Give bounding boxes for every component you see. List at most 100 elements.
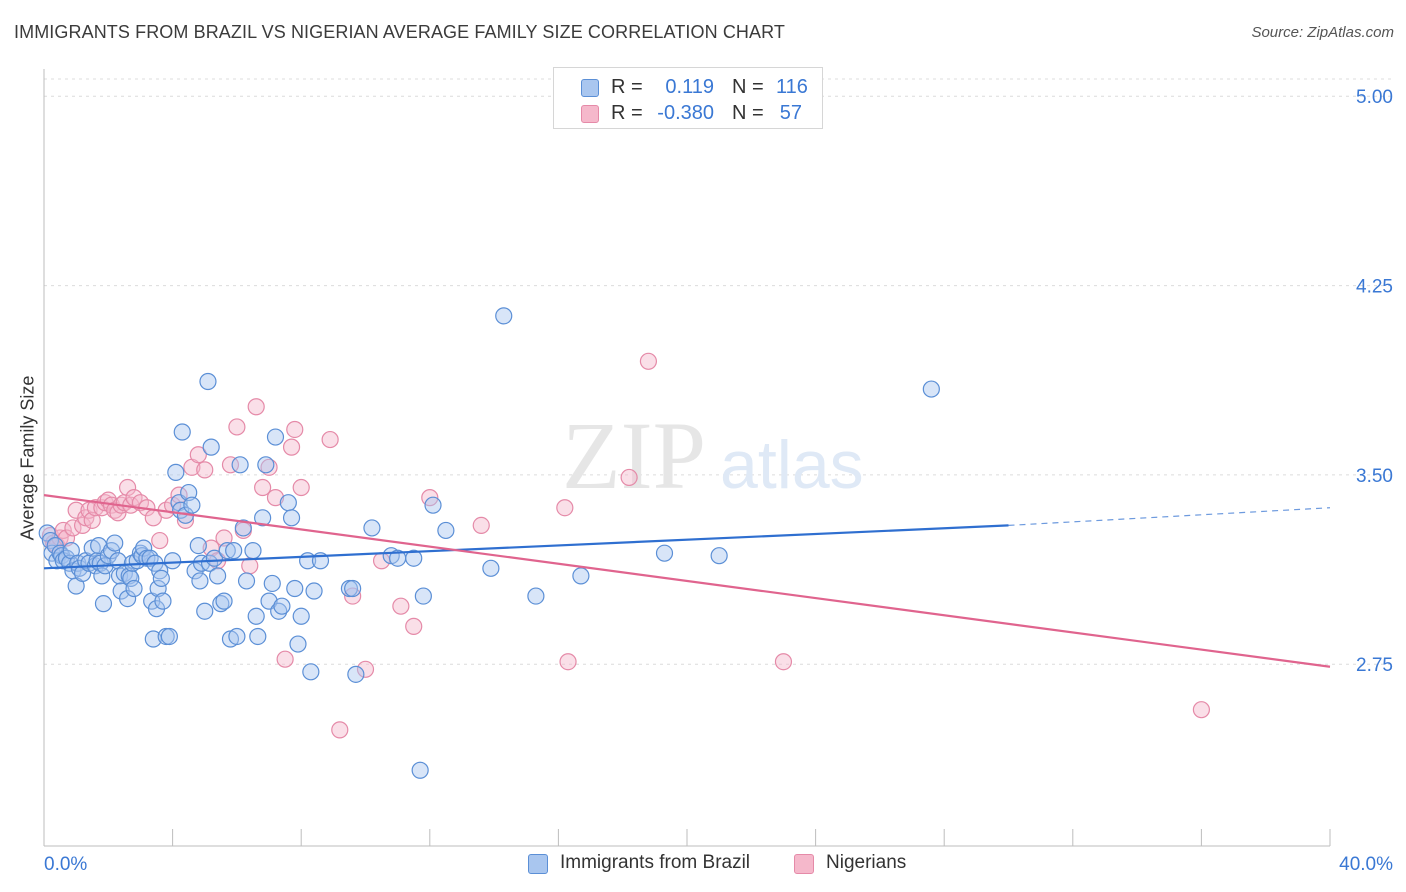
brazil-trend-extension [1008, 507, 1331, 526]
brazil-r-label: R = [611, 76, 643, 98]
y-tick-label: 5.00 [1356, 87, 1393, 108]
brazil-point [249, 627, 267, 646]
nigeria-point [556, 499, 574, 517]
bottom-nigeria-swatch [794, 854, 814, 874]
brazil-point [180, 483, 198, 502]
brazil-point [414, 587, 432, 605]
brazil-point [437, 521, 455, 540]
watermark: ZIP atlas [562, 402, 864, 509]
y-tick-label: 3.50 [1356, 466, 1393, 487]
brazil-point [183, 496, 201, 514]
nigeria-point [321, 430, 339, 449]
brazil-point [527, 587, 545, 605]
nigeria-point [405, 617, 423, 635]
nigeria-point [774, 653, 793, 671]
brazil-point [149, 579, 167, 598]
brazil-point [212, 595, 230, 613]
brazil-point [154, 592, 172, 610]
brazil-swatch [581, 79, 599, 97]
nigeria-point [196, 461, 214, 479]
brazil-point [73, 564, 92, 582]
brazil-point [411, 761, 429, 779]
brazil-point [202, 438, 220, 456]
brazil-point [141, 549, 159, 567]
brazil-point [302, 663, 320, 681]
brazil-point [228, 627, 246, 646]
brazil-point [199, 372, 217, 391]
nigeria-point [392, 597, 410, 615]
nigeria-r-value: -0.380 [657, 102, 714, 124]
brazil-point [279, 494, 297, 512]
watermark-zip: ZIP [562, 402, 706, 509]
brazil-point [215, 592, 233, 610]
legend-row-brazil: R = 0.119 N = 116 [554, 75, 822, 101]
brazil-point [347, 665, 365, 683]
brazil-point [282, 509, 301, 527]
brazil-point [572, 567, 590, 585]
nigeria-point [64, 519, 82, 537]
correlation-legend: R = 0.119 N = 116 R = -0.380 N = 57 [553, 67, 823, 129]
x-tick-label-min: 0.0% [44, 854, 87, 875]
x-tick-label-max: 40.0% [1339, 854, 1393, 875]
brazil-n-label: N = [732, 76, 764, 98]
brazil-point [270, 602, 288, 620]
bottom-nigeria-label: Nigerians [826, 852, 907, 873]
bottom-brazil-label: Immigrants from Brazil [560, 852, 751, 873]
nigeria-point [176, 511, 195, 529]
brazil-point [125, 579, 143, 598]
nigeria-n-value: 57 [779, 102, 802, 124]
nigeria-point [83, 511, 101, 529]
brazil-point [344, 579, 362, 598]
brazil-point [234, 519, 252, 537]
nigeria-trend-line [43, 494, 1331, 668]
nigeria-point [639, 352, 658, 370]
brazil-point [135, 539, 153, 557]
brazil-points [38, 307, 940, 779]
nigeria-point [266, 489, 285, 507]
brazil-point [405, 549, 423, 567]
brazil-point [237, 572, 256, 590]
legend-row-nigeria: R = -0.380 N = 57 [554, 101, 822, 127]
brazil-point [205, 549, 223, 567]
brazil-point [710, 547, 728, 565]
y-axis-label: Average Family Size [17, 375, 38, 541]
brazil-point [231, 456, 249, 474]
brazil-point [244, 542, 262, 560]
nigeria-point [254, 478, 272, 497]
nigeria-point [356, 660, 375, 678]
nigeria-point [559, 653, 577, 671]
brazil-point [164, 552, 182, 570]
brazil-point [482, 559, 500, 577]
brazil-point [218, 542, 236, 560]
brazil-point [273, 597, 291, 615]
brazil-point [363, 519, 381, 537]
brazil-point [495, 307, 513, 325]
nigeria-n-label: N = [732, 102, 764, 124]
brazil-point [257, 456, 275, 474]
nigeria-point [247, 398, 265, 416]
brazil-point [93, 567, 111, 585]
brazil-point [200, 554, 219, 572]
y-tick-label: 2.75 [1356, 655, 1393, 676]
brazil-point [247, 607, 265, 625]
nigeria-point [292, 478, 310, 497]
source-label: Source: ZipAtlas.com [1251, 24, 1394, 41]
nigeria-point [151, 531, 169, 550]
trend-lines [43, 494, 1331, 668]
brazil-n-value: 116 [776, 76, 808, 98]
brazil-point [292, 607, 310, 625]
brazil-point [305, 582, 323, 600]
brazil-point [122, 569, 140, 588]
brazil-point [191, 572, 209, 590]
brazil-point [173, 423, 191, 441]
nigeria-swatch [581, 105, 599, 123]
brazil-point [209, 567, 227, 585]
watermark-atlas: atlas [720, 427, 864, 503]
axes [43, 69, 1331, 847]
brazil-point [152, 569, 170, 588]
tick-labels: 2.75 3.50 4.25 5.00 0.0% 40.0% [44, 87, 1393, 875]
chart-title: IMMIGRANTS FROM BRAZIL VS NIGERIAN AVERA… [14, 22, 785, 42]
y-tick-label: 4.25 [1356, 277, 1393, 298]
nigeria-point [215, 529, 233, 547]
